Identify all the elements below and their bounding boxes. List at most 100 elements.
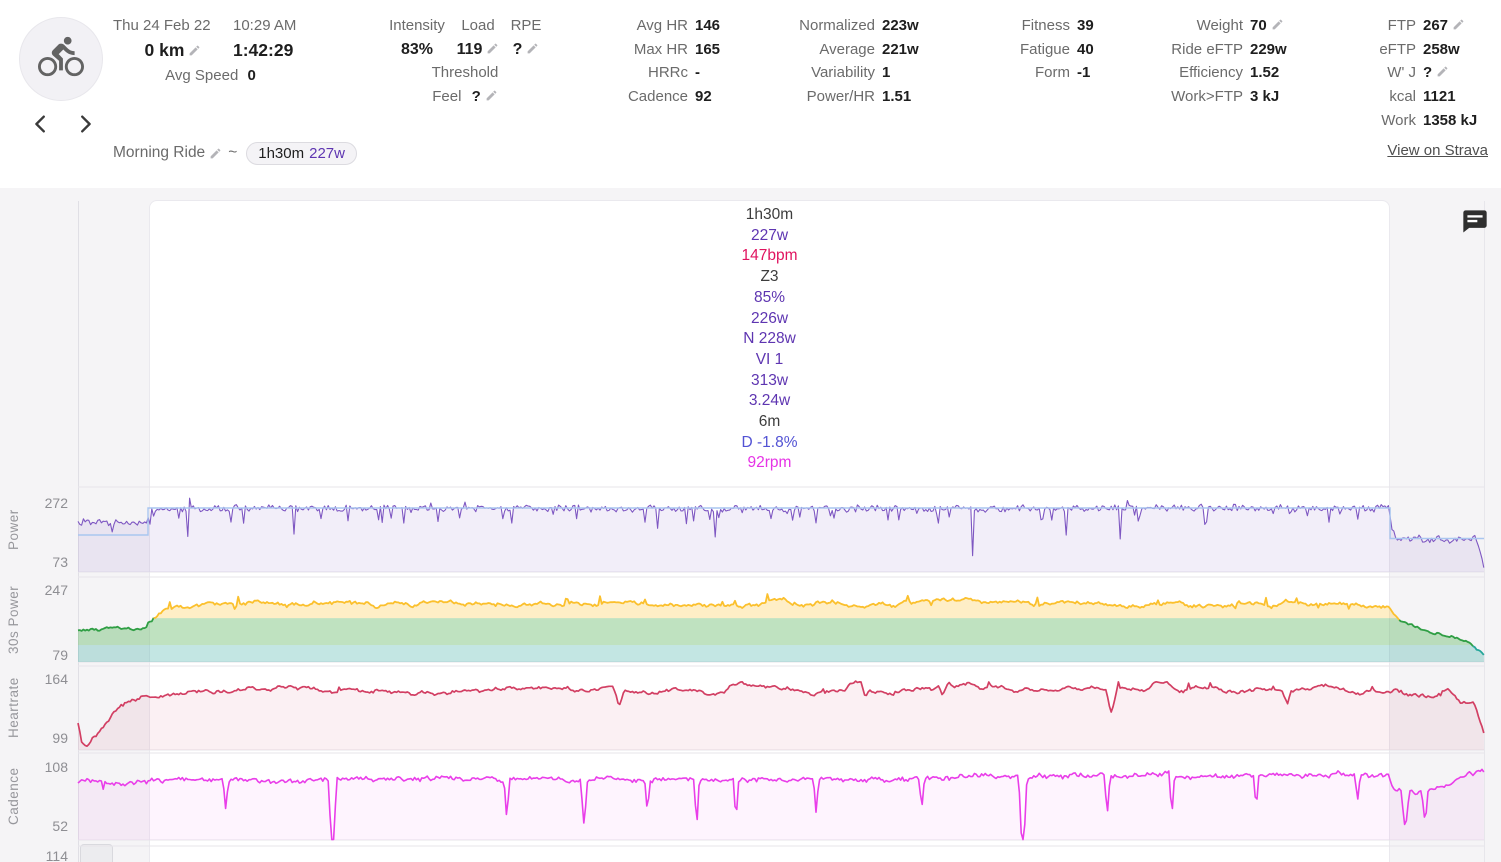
view-on-strava-link[interactable]: View on Strava	[1387, 142, 1488, 159]
edit-icon[interactable]	[1271, 18, 1284, 31]
chip-power: 227w	[309, 144, 345, 162]
interval-stat-line: N 228w	[743, 330, 796, 348]
next-activity-button[interactable]	[70, 110, 100, 140]
edit-rpe-icon[interactable]	[526, 42, 539, 55]
stat-row: Form -1	[985, 61, 1094, 85]
stat-row: Fitness 39	[985, 14, 1094, 38]
stat-value: 229w	[1250, 40, 1287, 58]
chevron-right-icon	[74, 113, 96, 138]
intensity-value: 83%	[400, 40, 434, 58]
interval-stat-line: D -1.8%	[741, 433, 798, 451]
avg-speed-label: Avg Speed	[165, 66, 239, 84]
panel-label: Power	[6, 509, 21, 550]
stat-value: 258w	[1423, 40, 1460, 58]
comment-icon	[1461, 210, 1489, 239]
stat-value: ?	[1423, 61, 1477, 85]
bike-icon	[38, 34, 84, 85]
interval-stat-line: 6m	[758, 413, 781, 431]
interval-stat-line: 227w	[750, 226, 789, 244]
edit-feel-icon[interactable]	[485, 89, 498, 102]
stat-value: 267	[1423, 14, 1477, 38]
stat-label: Efficiency	[1179, 64, 1243, 82]
chip-duration: 1h30m	[258, 144, 305, 162]
interval-stat-line: 226w	[750, 309, 789, 327]
y-axis-line	[78, 201, 79, 862]
load-label: Load	[461, 17, 495, 34]
tilde-separator: ~	[228, 144, 238, 161]
panel-label: Cadence	[6, 767, 21, 826]
ftp-stats-block: FTP 267 eFTP 258w W' J? kcal 1121 Work 1358 kJ	[1330, 14, 1477, 133]
panel-label: 30s Power	[6, 585, 21, 654]
stat-row: Max HR 165	[600, 38, 720, 62]
interval-chip[interactable]: 1h30m 227w	[246, 141, 357, 165]
stat-value: 92	[695, 88, 712, 106]
y-axis-tick: 247	[44, 582, 68, 598]
stat-label: HRRc	[648, 64, 688, 82]
stat-row: Ride eFTP 229w	[1150, 38, 1287, 62]
hr-stats-block: Avg HR 146 Max HR 165 HRRc - Cadence 92	[600, 14, 720, 109]
duration-value: 1:42:29	[233, 39, 294, 60]
y-axis-tick: 108	[44, 759, 68, 775]
stat-label: Max HR	[633, 40, 688, 58]
panel-label: Heartrate	[6, 677, 21, 739]
y-axis-tick: 164	[44, 671, 68, 687]
stat-label: Ride eFTP	[1171, 40, 1243, 58]
stat-row: Average 221w	[772, 38, 918, 62]
interval-stat-line: 1h30m	[745, 206, 794, 223]
stat-row: Cadence 92	[600, 85, 720, 109]
y-axis-tick: 99	[52, 730, 68, 746]
edit-icon[interactable]	[1452, 18, 1465, 31]
edit-distance-icon[interactable]	[188, 44, 201, 57]
feel-value: ?	[471, 88, 481, 106]
interval-stat-line: 92rpm	[747, 454, 792, 472]
stat-row: Avg HR 146	[600, 14, 720, 38]
stat-value: 165	[695, 40, 721, 58]
stat-row: HRRc -	[600, 61, 720, 85]
stat-label: W' J	[1387, 64, 1416, 82]
activity-title-row: Morning Ride ~ 1h30m 227w	[113, 140, 357, 166]
stat-value: -1	[1077, 64, 1091, 82]
y-axis-tick: 52	[52, 818, 68, 834]
activity-start-time: 10:29 AM	[233, 17, 297, 34]
stat-value: 3 kJ	[1250, 88, 1280, 106]
stat-label: Power/HR	[806, 88, 875, 106]
stat-row: Variability 1	[772, 61, 919, 85]
edit-title-icon[interactable]	[209, 147, 222, 160]
activity-type-avatar[interactable]	[19, 17, 103, 101]
stat-value: 146	[695, 17, 721, 34]
avg-speed-value: 0	[247, 66, 256, 84]
stat-label: Fatigue	[1019, 40, 1070, 58]
fitness-stats-block: Fitness 39 Fatigue 40 Form -1	[985, 14, 1094, 85]
stat-value: 40	[1077, 40, 1094, 58]
interval-stat-line: 313w	[750, 371, 789, 389]
stat-label: Weight	[1196, 17, 1243, 34]
feel-label: Feel	[432, 88, 462, 106]
chevron-left-icon	[30, 113, 52, 138]
interval-stats-overlay: 1h30m 227w 147bpm Z3 85% 226w N 228w VI 1 313w 3.…	[149, 205, 1390, 474]
prev-activity-button[interactable]	[26, 110, 56, 140]
y-axis-tick: 79	[52, 647, 68, 663]
rpe-label: RPE	[510, 17, 542, 34]
stat-value: 1.51	[882, 88, 912, 106]
chart-control-partial[interactable]	[80, 844, 113, 862]
stat-label: Work>FTP	[1171, 88, 1243, 106]
stat-value: -	[695, 64, 700, 82]
date-time-block: Thu 24 Feb 22 10:29 AM 0 km 1:42:29 Avg …	[113, 14, 308, 87]
comment-button[interactable]	[1460, 208, 1490, 238]
stat-label: Avg HR	[636, 17, 688, 34]
activity-streams-chart[interactable]: 1h30m 227w 147bpm Z3 85% 226w N 228w VI 1 313w 3.…	[0, 188, 1501, 862]
edit-icon[interactable]	[1436, 65, 1449, 78]
edit-load-icon[interactable]	[486, 42, 499, 55]
plot-right-edge	[1484, 201, 1485, 862]
interval-stat-line: 3.24w	[748, 392, 791, 410]
stat-row: FTP 267	[1330, 14, 1477, 38]
stat-label: Variability	[811, 64, 875, 82]
activity-title: Morning Ride	[113, 144, 206, 161]
stat-row: Weight 70	[1150, 14, 1287, 38]
stat-row: Power/HR 1.51	[772, 85, 919, 109]
stat-row: Efficiency 1.52	[1150, 61, 1287, 85]
stat-label: Normalized	[799, 17, 875, 34]
stat-value: 1121	[1423, 88, 1456, 106]
weight-stats-block: Weight 70 Ride eFTP 229w Efficiency 1.52 Work>…	[1150, 14, 1287, 109]
